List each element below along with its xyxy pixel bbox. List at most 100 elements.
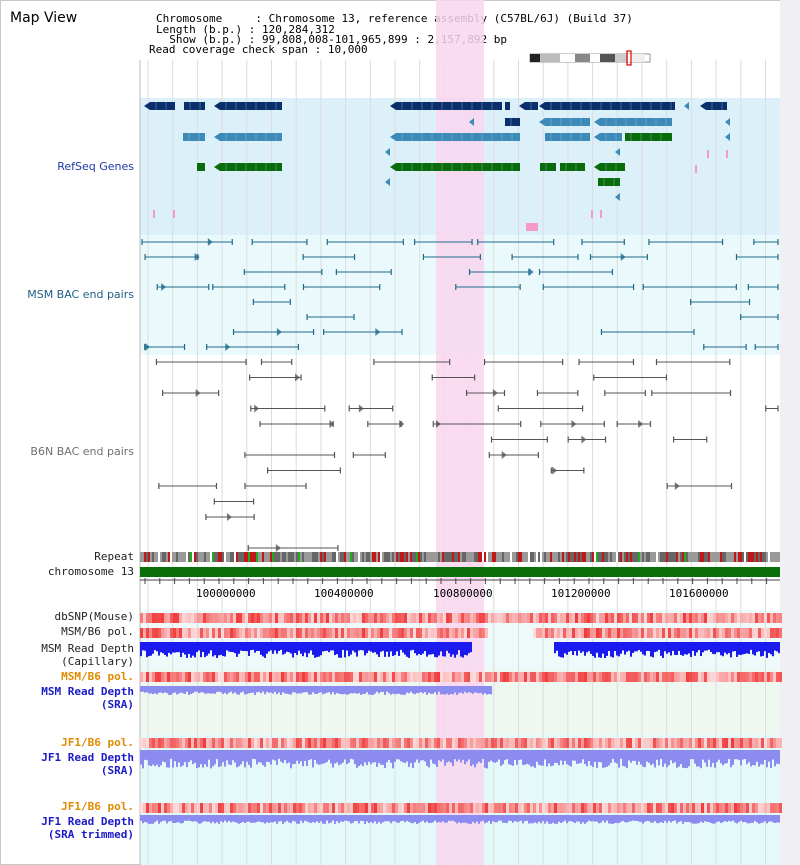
track-label-refseq[interactable]: RefSeq Genes [57,160,134,173]
repeat-block [468,552,470,562]
depth-bar [406,686,408,693]
heat-block [494,672,497,682]
depth-bar [232,686,234,694]
heat-block [557,613,560,623]
depth-bar [524,750,526,765]
heat-block [227,738,230,748]
repeat-block [198,552,200,562]
depth-bar [574,815,576,824]
heat-block [449,613,452,623]
heat-block [218,738,221,748]
depth-bar [414,815,416,823]
depth-bar [238,750,240,767]
depth-bar [632,815,634,821]
depth-bar [504,750,506,761]
repeat-block [144,552,146,562]
right-strip [780,0,800,865]
depth-bar [384,750,386,769]
heat-block [587,628,590,638]
heat-block [512,613,515,623]
depth-bar [618,642,620,657]
heat-block [200,628,203,638]
heat-block [314,613,317,623]
heat-block [422,738,425,748]
heat-block [608,738,611,748]
heat-block [557,738,560,748]
depth-bar [472,750,474,765]
heat-block [455,738,458,748]
heat-block [314,803,317,813]
repeat-block [154,552,156,562]
pink-mark [173,210,175,218]
repeat-block [414,552,416,562]
depth-bar [706,815,708,822]
depth-bar [632,750,634,761]
heat-block [329,613,332,623]
depth-bar [770,750,772,769]
depth-bar [666,642,668,654]
heat-block [161,803,164,813]
heat-block [164,738,167,748]
depth-bar [598,815,600,824]
depth-bar [198,642,200,651]
heat-block [656,738,659,748]
heat-block [758,672,761,682]
depth-bar [742,750,744,760]
heat-block [245,738,248,748]
heat-block [629,628,632,638]
depth-bar [374,686,376,694]
heat-block [494,738,497,748]
depth-bar [558,642,560,657]
heat-block [659,738,662,748]
repeat-block [660,552,662,562]
depth-bar [560,815,562,824]
heat-block [671,628,674,638]
heat-block [593,613,596,623]
repeat-block [336,552,338,562]
depth-bar [772,815,774,823]
heat-block [311,613,314,623]
heat-block [227,628,230,638]
repeat-block [230,552,232,562]
pink-mark [526,223,538,231]
depth-bar [140,750,142,765]
heat-block [275,803,278,813]
track-label-b6n-bac[interactable]: B6N BAC end pairs [30,445,134,458]
repeat-block [240,552,242,562]
depth-bar [160,642,162,653]
depth-bar [302,750,304,767]
heat-block [689,613,692,623]
heat-block [755,803,758,813]
repeat-block [758,552,760,562]
heat-block [362,738,365,748]
heat-block [422,613,425,623]
depth-bar [274,815,276,822]
depth-bar [676,750,678,768]
heat-block [329,738,332,748]
heat-block [719,738,722,748]
depth-bar [370,642,372,652]
depth-bar [386,750,388,763]
depth-bar [148,686,150,694]
depth-bar [718,642,720,653]
track-label-msm-bac[interactable]: MSM BAC end pairs [27,288,134,301]
heat-block [698,613,701,623]
heat-block [716,672,719,682]
repeat-block [652,552,654,562]
depth-bar [420,815,422,822]
heat-block [305,672,308,682]
depth-bar [672,642,674,651]
heat-block [158,803,161,813]
heat-block [644,628,647,638]
heat-block [605,613,608,623]
heat-block [620,738,623,748]
repeat-block [696,552,698,562]
depth-bar [542,750,544,766]
heat-block [563,613,566,623]
heat-block [476,738,479,748]
repeat-block [730,552,732,562]
heat-block [227,803,230,813]
repeat-block [216,552,218,562]
heat-block [551,613,554,623]
